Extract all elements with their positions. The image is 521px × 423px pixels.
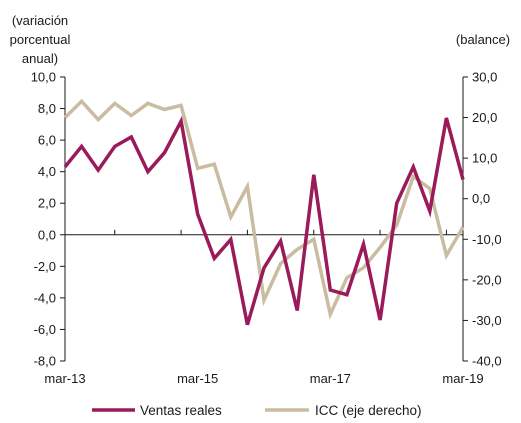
series-ventas-reales [63, 115, 465, 326]
axes [60, 76, 468, 362]
right-axis-title: (balance) [456, 32, 510, 47]
left-y-tick-label: 8,0 [38, 101, 56, 116]
right-y-tick-label: -30,0 [472, 313, 502, 328]
right-y-tick-label: -40,0 [472, 354, 502, 369]
left-y-tick-label: 10,0 [31, 70, 56, 85]
x-tick-label: mar-15 [177, 371, 218, 386]
right-y-tick-label: -20,0 [472, 272, 502, 287]
left-axis-title-line: anual) [22, 51, 58, 66]
x-tick-label: mar-17 [310, 371, 351, 386]
legend: Ventas reales ICC (eje derecho) [92, 403, 422, 418]
left-axis-title-line: porcentual [10, 32, 71, 47]
legend-label: Ventas reales [140, 403, 222, 418]
left-axis-title-line: (variación [12, 13, 68, 28]
left-y-tick-label: -2,0 [34, 259, 56, 274]
series-layer [63, 98, 465, 326]
series-line [63, 98, 465, 320]
right-y-tick-label: -10,0 [472, 232, 502, 247]
left-y-tick-label: -4,0 [34, 290, 56, 305]
left-y-tick-label: 6,0 [38, 133, 56, 148]
series-icc [63, 98, 465, 320]
tick-labels: 10,0 8,0 6,0 4,0 2,0 0,0 -2,0 -4,0 -6,0 -8,0 30,0 2… [10, 13, 510, 386]
left-y-tick-label: 0,0 [38, 227, 56, 242]
x-tick-label: mar-13 [44, 371, 85, 386]
left-y-tick-label: 2,0 [38, 196, 56, 211]
right-y-tick-label: 0,0 [472, 191, 490, 206]
left-y-tick-label: -6,0 [34, 322, 56, 337]
right-y-tick-label: 30,0 [472, 70, 497, 85]
left-y-tick-label: 4,0 [38, 164, 56, 179]
right-y-tick-label: 10,0 [472, 151, 497, 166]
left-y-tick-label: -8,0 [34, 354, 56, 369]
legend-label: ICC (eje derecho) [315, 403, 422, 418]
right-y-tick-label: 20,0 [472, 110, 497, 125]
x-tick-label: mar-19 [442, 371, 483, 386]
